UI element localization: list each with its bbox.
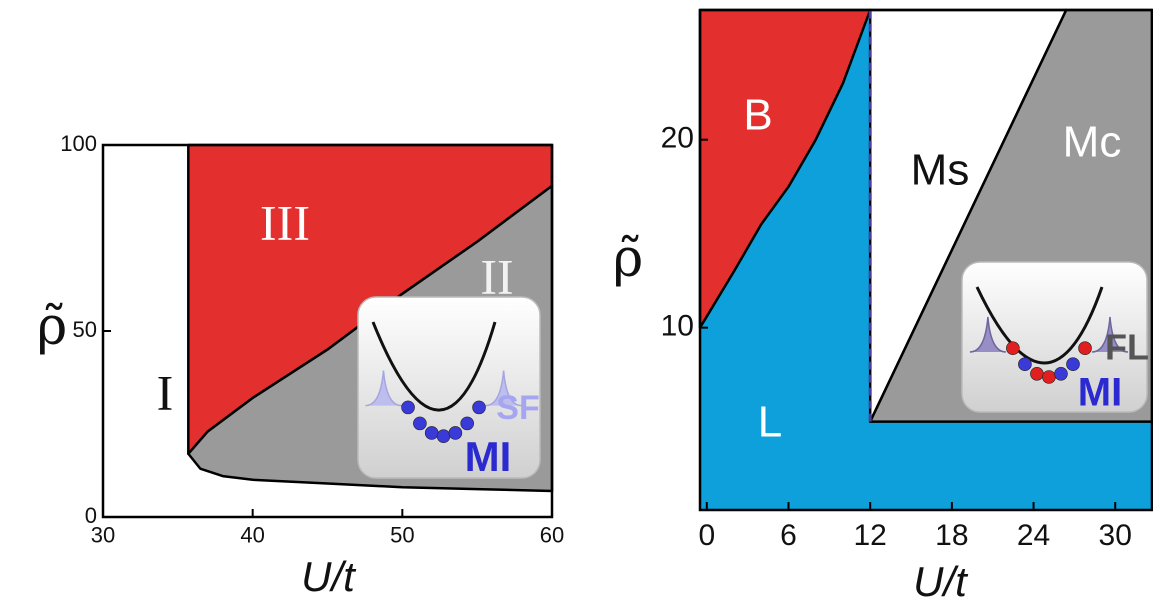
- inset-label: SF: [496, 389, 539, 427]
- inset-particle: [436, 429, 451, 443]
- region-label: I: [157, 364, 174, 420]
- region-label: L: [758, 398, 782, 447]
- inset-label: MI: [465, 433, 512, 480]
- x-tick-label: 50: [390, 523, 414, 548]
- inset-particle: [1078, 341, 1092, 356]
- inset-particle: [401, 400, 415, 415]
- x-tick-label: 0: [698, 519, 715, 552]
- phase-region: [698, 8, 872, 329]
- x-axis-title: U/t: [301, 553, 357, 600]
- inset-particle: [472, 400, 486, 415]
- inset-box: [357, 296, 541, 479]
- inset-peak: [969, 316, 1006, 353]
- inset-particle: [413, 416, 427, 431]
- inset-particle: [1042, 370, 1056, 384]
- y-axis-title: ρ̃: [37, 297, 68, 357]
- x-tick-label: 12: [853, 519, 886, 552]
- inset-box: [961, 261, 1148, 413]
- inset-peak: [485, 370, 522, 407]
- x-tick-label: 18: [935, 519, 968, 552]
- region-label: Mc: [1063, 118, 1122, 167]
- y-tick-label: 20: [661, 122, 694, 155]
- inset-particle: [1030, 366, 1044, 381]
- y-tick-label: 0: [85, 503, 97, 528]
- x-axis-title: U/t: [913, 558, 969, 605]
- inset-particle: [448, 426, 463, 440]
- y-axis-title: ρ̃: [613, 229, 644, 289]
- x-tick-label: 60: [540, 523, 564, 548]
- inset-peak: [1091, 316, 1129, 353]
- inset-particle: [1054, 366, 1068, 381]
- y-tick-label: 10: [661, 310, 694, 343]
- inset-particle: [1066, 357, 1080, 372]
- x-tick-label: 30: [91, 523, 115, 548]
- inset-label: MI: [1078, 371, 1122, 415]
- inset-label: FL: [1105, 327, 1149, 368]
- inset: SF MI: [357, 296, 541, 480]
- x-tick-label: 30: [1099, 519, 1132, 552]
- inset-particle: [424, 426, 439, 440]
- inset-particle: [1006, 341, 1020, 356]
- inset-particle: [460, 416, 475, 431]
- x-tick-label: 6: [780, 519, 797, 552]
- inset-particle: [1018, 357, 1032, 372]
- region-label: Ms: [911, 146, 970, 195]
- y-tick-label: 100: [60, 131, 97, 156]
- inset-potential: [371, 321, 497, 412]
- region-label: III: [260, 194, 310, 250]
- x-tick-label: 24: [1017, 519, 1050, 552]
- inset-potential: [975, 286, 1104, 365]
- inset-peak: [365, 370, 402, 407]
- plot-frame: [698, 8, 1153, 512]
- y-tick-label: 50: [73, 317, 97, 342]
- region-label: B: [743, 91, 772, 140]
- x-tick-label: 40: [240, 523, 264, 548]
- region-label: II: [480, 248, 513, 304]
